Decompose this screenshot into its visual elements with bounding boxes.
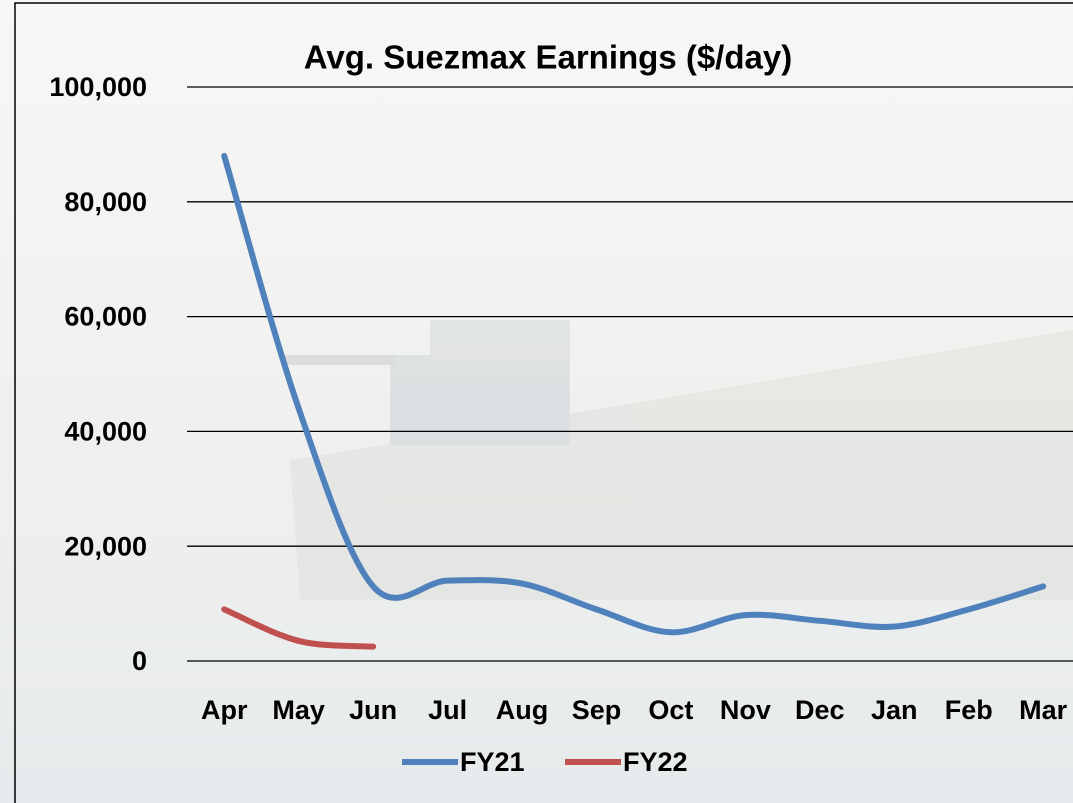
x-tick-label: Oct bbox=[648, 695, 693, 725]
y-tick-label: 60,000 bbox=[64, 302, 147, 332]
x-tick-label: Feb bbox=[945, 695, 993, 725]
x-tick-label: Mar bbox=[1019, 695, 1068, 725]
x-tick-label: Jul bbox=[428, 695, 467, 725]
x-tick-label: Nov bbox=[720, 695, 771, 725]
series-line bbox=[221, 152, 1047, 636]
y-tick-label: 40,000 bbox=[64, 417, 147, 447]
y-tick-label: 100,000 bbox=[49, 72, 147, 102]
background-ship bbox=[285, 320, 1073, 600]
y-tick-label: 0 bbox=[132, 646, 147, 676]
x-tick-label: Sep bbox=[572, 695, 622, 725]
y-tick-label: 20,000 bbox=[64, 531, 147, 561]
y-tick-label: 80,000 bbox=[64, 187, 147, 217]
chart-title: Avg. Suezmax Earnings ($/day) bbox=[304, 39, 792, 76]
x-tick-label: May bbox=[272, 695, 325, 725]
x-tick-label: Dec bbox=[795, 695, 845, 725]
x-tick-label: Jan bbox=[871, 695, 918, 725]
legend-label: FY21 bbox=[460, 747, 525, 777]
x-tick-label: Jun bbox=[349, 695, 397, 725]
series-line bbox=[221, 606, 377, 650]
x-tick-label: Apr bbox=[201, 695, 248, 725]
legend-label: FY22 bbox=[623, 747, 688, 777]
x-tick-label: Aug bbox=[496, 695, 548, 725]
chart-frame bbox=[14, 2, 1073, 803]
